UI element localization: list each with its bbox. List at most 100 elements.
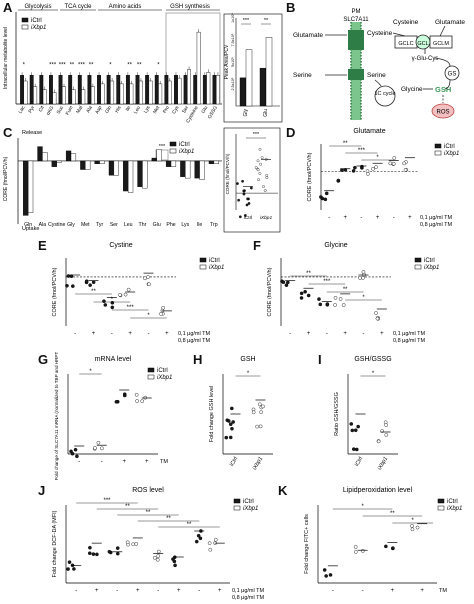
d-title: Glutamate xyxy=(353,128,385,135)
k-data-point xyxy=(384,544,388,549)
a-inset-sig-label: ** xyxy=(264,18,269,24)
a-group-label: GSH synthesis xyxy=(170,4,210,10)
c-x-tick-label: Tyr xyxy=(96,222,103,228)
c-inset-point xyxy=(249,186,253,190)
pathway-arrows xyxy=(325,25,451,103)
d-data-point xyxy=(320,196,325,201)
c-inset-point xyxy=(238,215,242,219)
c-inset-point xyxy=(265,176,269,180)
a-sig-label: * xyxy=(23,63,26,69)
a-inset-x-tick-label: Gly xyxy=(243,109,249,117)
g-data-point xyxy=(135,399,139,403)
k-sig-label: ** xyxy=(390,511,395,517)
c-x-tick-label: Leu xyxy=(124,222,133,228)
g-data-point xyxy=(70,451,75,456)
e-data-point xyxy=(102,299,106,303)
a-x-tick-label: Asp xyxy=(94,105,103,115)
panel-label-i: I xyxy=(318,352,322,367)
gclm-box xyxy=(429,35,453,49)
k-data-point xyxy=(410,524,414,528)
a-bar-ixbp1 xyxy=(81,89,86,105)
k-condition-label: - xyxy=(362,588,364,594)
d-condition-label: + xyxy=(376,215,380,221)
a-bar-ictrl xyxy=(212,75,217,105)
j-data-point xyxy=(91,552,96,556)
k-y-label: Fold change FITC+ cells xyxy=(304,514,310,574)
a-bar-ictrl xyxy=(125,75,130,105)
d-data-point xyxy=(353,165,357,170)
j-data-point xyxy=(208,547,213,552)
j-sig-label: ** xyxy=(187,522,192,528)
h-x-tick-label: iCtrl xyxy=(229,456,239,467)
j-treatment-label: 0,8 µg/ml TM xyxy=(232,595,265,601)
a-bar-ixbp1 xyxy=(90,86,95,105)
j-data-point xyxy=(173,563,177,568)
a-bar-ictrl xyxy=(202,75,207,105)
a-bar-ixbp1 xyxy=(196,31,201,105)
j-data-point xyxy=(198,536,203,541)
j-condition-label: - xyxy=(75,588,77,594)
c-legend-ixbp1: iXbp1 xyxy=(179,149,194,155)
k-treatment-label: TM xyxy=(439,588,447,594)
c-bar-ictrl xyxy=(23,160,29,216)
a-x-tick-label: Ala xyxy=(85,105,94,114)
arrow-cys-gcl xyxy=(392,32,406,37)
j-data-point xyxy=(67,560,72,564)
i-data-point xyxy=(351,447,356,451)
k-data-point xyxy=(360,549,365,553)
e-data-point xyxy=(146,275,150,279)
d-legend-ixbp1: iXbp1 xyxy=(444,151,459,157)
gcl-label: GCL xyxy=(417,41,428,47)
arrow-serine-1c xyxy=(374,79,382,87)
h-y-label: Fold change GSH level xyxy=(209,386,215,443)
j-data-point xyxy=(66,567,70,571)
c-x-tick-label: Cystine xyxy=(48,222,65,228)
a-bar-ictrl xyxy=(164,75,169,105)
a-group-label: Glycolysis xyxy=(24,4,51,10)
a-bar-ixbp1 xyxy=(71,89,76,105)
cysteine-in-label: Cysteine xyxy=(367,30,393,37)
i-data-point xyxy=(376,439,381,444)
d-condition-label: + xyxy=(408,215,412,221)
e-treatment-label: 0,8 µg/ml TM xyxy=(178,338,211,344)
f-data-point xyxy=(358,276,362,280)
a-bar-ictrl xyxy=(97,75,101,105)
f-legend-ixbp1: iXbp1 xyxy=(424,265,439,271)
a-inset-tick-label: 7.5x10⁵ xyxy=(231,33,235,46)
panel-label-e: E xyxy=(38,238,47,253)
e-sig-label: * xyxy=(111,297,114,303)
d-treatment-label: 0,1 µg/ml TM xyxy=(420,215,453,221)
a-bar-ictrl xyxy=(135,75,140,105)
f-legend-swatch-ixbp1 xyxy=(414,264,422,270)
j-data-point xyxy=(134,542,139,546)
e-data-point xyxy=(84,279,89,284)
c-y-label: CORE (fmol/PCV/h) xyxy=(3,156,9,201)
c-x-tick-label: Trp xyxy=(210,222,218,228)
e-data-point xyxy=(69,274,74,279)
panel-d-chart: Glutamate CORE (fmol/PCV/h) - + - + - +0,1 µg/m… xyxy=(307,128,459,228)
a-x-tick-label: Cit xyxy=(38,104,46,113)
a-inset-x-tick-label: Glu xyxy=(263,109,269,117)
h-data-point xyxy=(258,402,262,407)
h-data-point xyxy=(261,404,265,409)
f-condition-label: - xyxy=(289,331,291,337)
a-group-label: Amino acids xyxy=(109,4,142,10)
c-x-tick-label: Ala xyxy=(39,222,47,228)
d-data-point xyxy=(402,161,406,166)
gclm-label: GCLM xyxy=(433,41,449,47)
k-sig-label: * xyxy=(361,504,364,510)
g-data-point xyxy=(134,392,139,397)
a-group-label: TCA cycle xyxy=(64,4,92,10)
panel-label-h: H xyxy=(193,352,203,367)
f-condition-label: - xyxy=(326,331,328,337)
j-condition-label: + xyxy=(218,588,222,594)
d-data-point xyxy=(336,178,341,183)
f-legend-ictrl: iCtrl xyxy=(424,258,435,264)
c-bar-ictrl xyxy=(208,160,215,165)
g-title: mRNA level xyxy=(95,356,132,363)
h-data-point xyxy=(259,410,263,414)
c-legend-swatch-ixbp1 xyxy=(169,148,177,154)
c-bar-ictrl xyxy=(123,160,129,192)
d-condition-label: - xyxy=(328,215,330,221)
